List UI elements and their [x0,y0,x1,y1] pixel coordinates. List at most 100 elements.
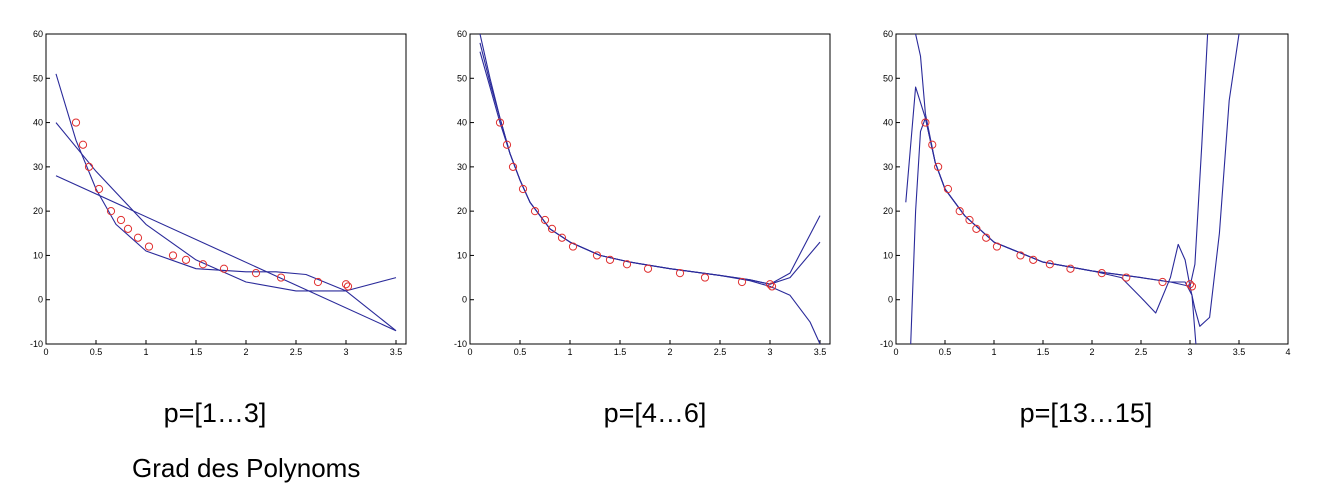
data-point [71,118,81,127]
data-point [94,184,104,194]
data-point [982,233,991,242]
data-point [198,260,208,269]
fit-curve-2 [479,42,821,285]
chart-2-caption: p=[4…6] [603,398,707,428]
data-point [767,282,777,291]
x-tick-label: 2 [667,347,672,357]
plot-frame [469,33,831,345]
data-point [518,184,528,194]
y-tick-label: 20 [883,206,893,216]
fit-curve-1 [479,34,821,285]
data-point [78,140,88,149]
data-point [928,140,937,149]
footer-label: Grad des Polynoms [132,453,361,483]
x-tick-label: 2.5 [1135,347,1148,357]
data-point [1066,264,1075,273]
data-point [341,280,351,289]
data-point [343,282,353,291]
fit-curve-1 [55,175,397,332]
x-tick-label: 4 [1285,347,1290,357]
x-tick-label: 3.5 [390,347,403,357]
plot-frame [45,33,407,345]
x-tick-label: 3 [1187,347,1192,357]
plot-panel-2: 0 0.5 1 1.5 2 2.5 3 3.5 -10 0 10 20 30 40 50 60 p=[4…6] [420,0,850,428]
y-tick-label: 40 [883,118,893,128]
y-tick-label: 30 [883,162,893,172]
data-point [1097,269,1106,278]
x-tick-label: 2.5 [290,347,303,357]
data-point [622,260,632,269]
x-tick-label: 0.5 [90,347,103,357]
data-point [1122,273,1131,282]
y-tick-label: 30 [457,162,467,172]
data-point [972,224,981,233]
data-point [508,162,518,171]
x-tick-label: 1 [143,347,148,357]
data-point [1045,260,1054,269]
fit-curve-1 [905,34,1240,327]
data-point [123,224,133,233]
data-point [592,251,602,260]
x-tick-label: 2 [1089,347,1094,357]
y-tick-label: 10 [457,250,467,260]
data-point [1158,277,1167,287]
data-point [965,215,974,225]
data-point [943,184,953,194]
data-point [675,269,685,278]
y-tick-label: 20 [33,206,43,216]
plot-panel-3: 0 0.5 1 1.5 2 2.5 3 3.5 4 -10 0 10 20 30 40 50 60 p=[13…… [846,0,1306,428]
data-point [1029,255,1038,264]
y-tick-label: 10 [33,250,43,260]
data-point [992,242,1002,251]
y-tick-label: -10 [454,339,467,349]
data-point [276,273,286,282]
plot-area [905,34,1240,344]
x-tick-label: 0.5 [514,347,527,357]
data-point [1016,251,1025,260]
data-point [643,264,653,273]
y-tick-label: 60 [457,29,467,39]
plot-panel-1: 0 0.5 1 1.5 2 2.5 3 3.5 -10 0 10 20 30 40 50 60 p=[1…3] [0,0,430,428]
data-point [568,242,578,251]
data-point [495,118,505,127]
data-point [133,233,143,242]
x-tick-label: 3.5 [814,347,827,357]
y-tick-label: 0 [888,295,893,305]
y-tick-label: 0 [462,295,467,305]
data-point [530,207,540,216]
x-tick-label: 2.5 [714,347,727,357]
data-point [737,277,747,287]
y-tick-label: 10 [883,250,893,260]
data-point [219,264,229,273]
fit-curve-3 [55,73,397,332]
data-point [313,277,323,287]
x-tick-label: 0.5 [939,347,952,357]
plot-area [479,34,821,344]
y-tick-label: 40 [33,118,43,128]
x-tick-label: 0 [467,347,472,357]
y-tick-label: 20 [457,206,467,216]
x-tick-label: 1 [991,347,996,357]
fit-curve-3 [915,34,1209,287]
x-tick-label: 1.5 [190,347,203,357]
y-tick-label: 40 [457,118,467,128]
data-point [251,269,261,278]
y-tick-label: 50 [33,73,43,83]
y-tick-label: 60 [33,29,43,39]
y-tick-label: 0 [38,295,43,305]
x-tick-label: 1.5 [614,347,627,357]
chart-1-caption: p=[1…3] [163,398,267,428]
x-tick-label: 1.5 [1037,347,1050,357]
fit-curve-3 [479,51,821,344]
data-point [502,140,512,149]
x-tick-label: 2 [243,347,248,357]
y-tick-label: -10 [30,339,43,349]
data-point [605,255,615,264]
plot-frame [895,33,1289,345]
y-tick-label: 50 [457,73,467,83]
plot-area [55,73,397,332]
y-tick-label: 30 [33,162,43,172]
data-point [700,273,710,282]
